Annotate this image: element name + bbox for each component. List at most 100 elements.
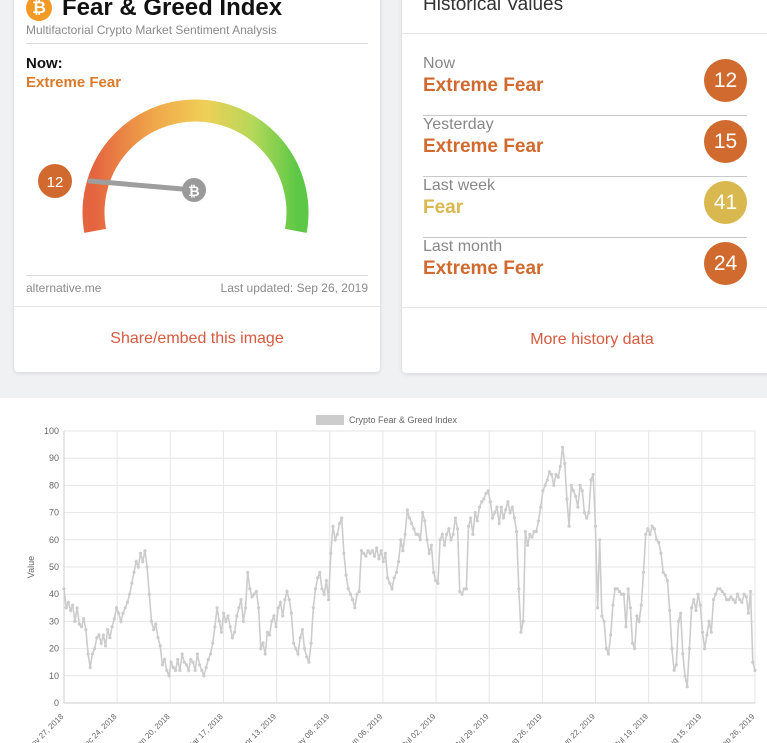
data-point <box>123 606 127 610</box>
data-point <box>237 606 241 610</box>
data-point <box>224 619 228 623</box>
data-point <box>630 641 635 645</box>
x-tick-label: Aug 26, 2019 <box>504 712 544 743</box>
data-point <box>532 530 536 534</box>
data-point <box>700 630 705 634</box>
data-point <box>362 551 366 555</box>
data-point <box>410 521 414 526</box>
data-point <box>550 472 554 477</box>
data-point <box>429 543 433 547</box>
data-point <box>705 633 709 637</box>
data-point <box>198 663 202 667</box>
history-score-badge: 15 <box>704 120 747 163</box>
data-point <box>121 611 125 615</box>
data-point <box>657 540 661 545</box>
x-tick-label: Jan 20, 2018 <box>133 712 172 743</box>
historical-values-card: Historical Values Now Extreme Fear 12 Ye… <box>402 0 767 373</box>
data-point <box>484 492 488 496</box>
data-point <box>228 625 232 629</box>
data-point <box>462 587 466 591</box>
x-tick-label: Sep 26, 2019 <box>716 712 756 743</box>
data-point <box>241 619 245 623</box>
data-point <box>528 532 532 536</box>
data-point <box>208 652 213 656</box>
data-point <box>138 551 143 555</box>
data-point <box>176 657 180 662</box>
divider <box>423 237 747 238</box>
data-point <box>506 500 510 504</box>
divider <box>402 33 767 34</box>
data-point <box>66 600 70 604</box>
data-point <box>69 608 73 613</box>
y-tick-label: 10 <box>49 671 59 681</box>
data-point <box>556 475 560 479</box>
data-point <box>534 530 538 534</box>
data-point <box>639 603 643 607</box>
fear-greed-card: ₿ Fear & Greed Index Multifactorial Cryp… <box>14 0 380 372</box>
data-point <box>128 592 132 596</box>
data-point <box>165 668 169 672</box>
data-point <box>672 668 676 672</box>
data-point <box>93 647 97 651</box>
divider <box>423 176 747 177</box>
data-point <box>683 674 687 678</box>
history-label: Last month <box>423 238 503 255</box>
data-point <box>322 592 326 596</box>
data-point <box>340 516 344 520</box>
history-value: Fear <box>423 197 464 218</box>
data-point <box>213 625 217 629</box>
data-point <box>152 628 156 632</box>
data-point <box>554 472 558 477</box>
gauge-value: 12 <box>47 174 64 191</box>
data-point <box>103 644 108 648</box>
data-point <box>178 668 182 672</box>
data-point <box>405 508 409 512</box>
data-point <box>156 636 160 640</box>
gauge-hub <box>182 178 206 202</box>
share-embed-button[interactable]: Share/embed this image <box>110 330 284 347</box>
data-point <box>219 630 223 634</box>
data-point <box>117 611 121 615</box>
data-point <box>727 598 731 602</box>
data-point <box>731 598 735 602</box>
data-point <box>598 538 602 542</box>
divider <box>26 275 368 276</box>
data-point <box>283 598 287 602</box>
data-point <box>563 462 567 466</box>
x-tick-label: Apr 13, 2019 <box>239 712 278 743</box>
historical-values-title: Historical Values <box>423 0 564 15</box>
data-point <box>558 464 563 468</box>
data-point <box>604 647 608 651</box>
data-point <box>222 611 226 615</box>
data-point <box>434 579 438 583</box>
data-point <box>246 570 250 574</box>
data-point <box>486 489 490 493</box>
data-point <box>466 524 471 528</box>
data-point <box>720 589 724 594</box>
data-point <box>90 652 94 656</box>
data-point <box>650 524 654 528</box>
data-point <box>718 587 722 591</box>
data-point <box>624 625 628 629</box>
data-point <box>447 527 451 531</box>
data-point <box>86 652 90 656</box>
data-point <box>390 587 394 591</box>
more-history-button[interactable]: More history data <box>530 331 654 348</box>
data-point <box>180 652 184 656</box>
data-point <box>62 587 66 591</box>
data-point <box>473 511 477 515</box>
data-point <box>368 551 372 555</box>
data-point <box>254 589 258 594</box>
y-tick-label: 70 <box>49 508 59 518</box>
data-point <box>394 570 398 574</box>
y-tick-label: 60 <box>49 535 59 545</box>
gauge-hub-bitcoin-icon: ₿ <box>188 184 199 200</box>
fear-greed-subtitle: Multifactorial Crypto Market Sentiment A… <box>26 23 277 37</box>
fear-greed-chart: Crypto Fear & Greed Index 0 10 20 30 40 50 60 70… <box>0 398 767 743</box>
data-point <box>257 606 261 610</box>
data-point <box>449 538 453 542</box>
data-point <box>294 647 298 651</box>
x-tick-label: Aug 15, 2019 <box>663 712 703 743</box>
data-point <box>202 674 206 678</box>
data-point <box>298 636 302 640</box>
